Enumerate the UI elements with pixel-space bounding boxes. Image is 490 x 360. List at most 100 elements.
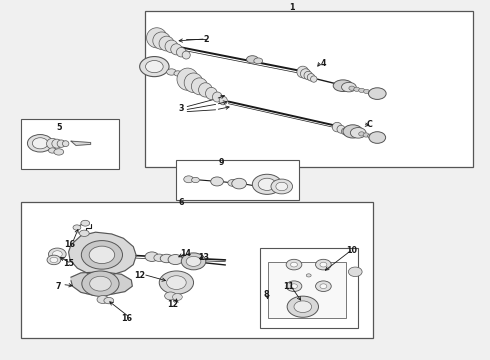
Ellipse shape	[82, 271, 119, 296]
Ellipse shape	[320, 284, 327, 289]
Ellipse shape	[291, 262, 297, 267]
Bar	[21, 202, 373, 338]
Text: 14: 14	[180, 249, 191, 258]
Text: 12: 12	[134, 271, 145, 280]
Ellipse shape	[192, 78, 208, 95]
Ellipse shape	[81, 240, 122, 269]
Polygon shape	[69, 232, 136, 275]
Ellipse shape	[286, 259, 302, 270]
Ellipse shape	[47, 255, 61, 265]
Ellipse shape	[258, 178, 276, 190]
Ellipse shape	[316, 259, 331, 270]
Ellipse shape	[211, 177, 223, 186]
Ellipse shape	[287, 296, 318, 317]
Text: 12: 12	[167, 300, 178, 309]
Ellipse shape	[52, 251, 62, 258]
Text: 16: 16	[65, 240, 75, 248]
Ellipse shape	[192, 177, 199, 183]
Ellipse shape	[276, 182, 288, 191]
Ellipse shape	[154, 254, 165, 261]
Ellipse shape	[342, 82, 356, 92]
Text: 11: 11	[284, 282, 294, 291]
Ellipse shape	[246, 56, 258, 63]
Ellipse shape	[311, 76, 317, 82]
Ellipse shape	[205, 87, 217, 99]
Text: 7: 7	[55, 282, 61, 291]
Ellipse shape	[153, 32, 171, 49]
Text: 1: 1	[289, 4, 294, 13]
Text: 8: 8	[264, 290, 270, 299]
Ellipse shape	[291, 284, 297, 289]
Ellipse shape	[176, 48, 186, 57]
Ellipse shape	[306, 274, 311, 277]
Bar	[21, 119, 119, 169]
Ellipse shape	[213, 92, 222, 102]
Ellipse shape	[184, 176, 194, 183]
Ellipse shape	[186, 256, 201, 266]
Ellipse shape	[316, 281, 331, 292]
Ellipse shape	[363, 133, 369, 137]
Ellipse shape	[219, 96, 227, 105]
Bar	[268, 262, 346, 318]
Ellipse shape	[177, 68, 198, 90]
Text: 9: 9	[219, 158, 224, 166]
Text: 2: 2	[203, 35, 209, 44]
Ellipse shape	[49, 148, 56, 153]
Text: 10: 10	[346, 246, 357, 255]
Ellipse shape	[54, 149, 64, 155]
Ellipse shape	[165, 292, 176, 300]
Ellipse shape	[167, 276, 186, 289]
Ellipse shape	[165, 40, 178, 53]
Ellipse shape	[359, 132, 365, 136]
Ellipse shape	[252, 174, 282, 194]
Ellipse shape	[286, 281, 302, 292]
Ellipse shape	[89, 246, 115, 264]
Ellipse shape	[145, 252, 159, 261]
Ellipse shape	[81, 220, 90, 226]
Ellipse shape	[337, 125, 345, 133]
Polygon shape	[71, 272, 132, 295]
Ellipse shape	[49, 248, 66, 260]
Ellipse shape	[181, 253, 206, 270]
Bar	[176, 160, 299, 200]
Ellipse shape	[320, 262, 327, 267]
Ellipse shape	[300, 69, 311, 79]
Ellipse shape	[369, 132, 386, 143]
Ellipse shape	[254, 58, 263, 64]
Ellipse shape	[179, 72, 186, 77]
Ellipse shape	[147, 28, 167, 48]
Ellipse shape	[146, 60, 163, 73]
Ellipse shape	[32, 138, 48, 149]
Text: C: C	[367, 120, 373, 129]
Ellipse shape	[172, 293, 182, 301]
Ellipse shape	[232, 178, 246, 189]
Ellipse shape	[271, 179, 293, 194]
Ellipse shape	[333, 80, 353, 91]
Ellipse shape	[79, 230, 89, 237]
Ellipse shape	[90, 276, 111, 291]
Text: 16: 16	[121, 314, 132, 323]
Ellipse shape	[304, 71, 313, 80]
Ellipse shape	[167, 69, 176, 75]
Ellipse shape	[27, 135, 53, 152]
Ellipse shape	[349, 86, 355, 90]
Ellipse shape	[354, 87, 360, 91]
Ellipse shape	[159, 36, 174, 51]
Ellipse shape	[346, 131, 352, 136]
Ellipse shape	[350, 127, 366, 138]
Ellipse shape	[343, 125, 363, 138]
Ellipse shape	[294, 301, 312, 312]
Text: 6: 6	[178, 198, 184, 207]
Ellipse shape	[52, 139, 62, 148]
Ellipse shape	[307, 73, 315, 81]
Ellipse shape	[50, 257, 58, 262]
Ellipse shape	[104, 297, 114, 304]
Ellipse shape	[368, 134, 373, 138]
Ellipse shape	[168, 255, 183, 265]
Ellipse shape	[184, 73, 203, 93]
Ellipse shape	[174, 71, 182, 76]
Ellipse shape	[364, 89, 369, 94]
Text: 3: 3	[178, 104, 184, 113]
Polygon shape	[71, 141, 91, 145]
Ellipse shape	[368, 90, 374, 95]
